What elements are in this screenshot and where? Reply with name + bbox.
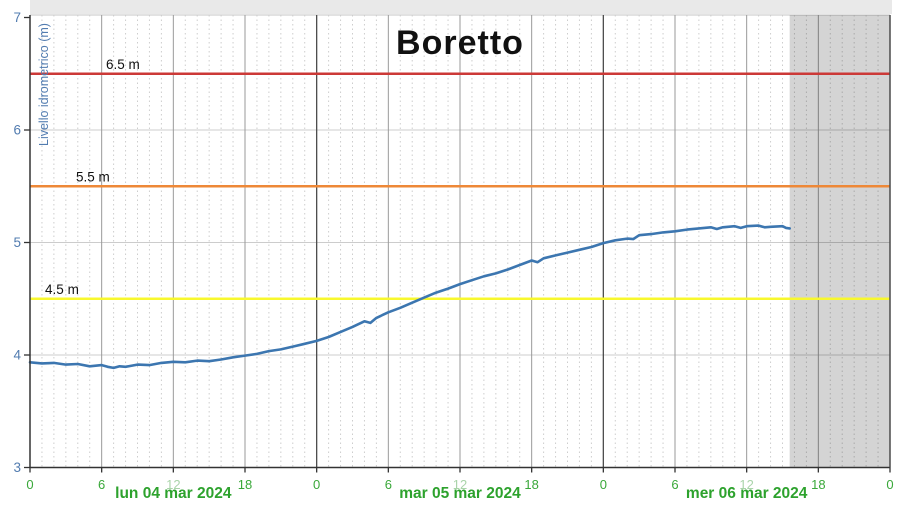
- y-tick-label: 4: [13, 348, 21, 363]
- threshold-label: 6.5 m: [106, 57, 140, 72]
- x-tick-label: 12: [453, 477, 467, 492]
- water-level-line: [28, 224, 792, 370]
- threshold-label: 4.5 m: [45, 282, 79, 297]
- x-tick-label: 0: [600, 477, 607, 492]
- x-tick-label: 0: [886, 477, 893, 492]
- x-tick-label: 18: [811, 477, 825, 492]
- y-tick-label: 3: [13, 460, 21, 475]
- x-tick-label: 0: [313, 477, 320, 492]
- x-tick-label: 6: [671, 477, 678, 492]
- y-tick-label: 7: [13, 10, 21, 25]
- x-tick-label: 6: [98, 477, 105, 492]
- x-tick-label: 12: [739, 477, 753, 492]
- x-tick-label: 18: [524, 477, 538, 492]
- x-tick-label: 18: [238, 477, 252, 492]
- top-margin-strip: [30, 0, 892, 14]
- y-tick-label: 6: [13, 123, 21, 138]
- x-tick-label: 6: [385, 477, 392, 492]
- date-label: mar 05 mar 2024: [399, 485, 521, 502]
- x-tick-label: 12: [166, 477, 180, 492]
- y-tick-label: 5: [13, 235, 21, 250]
- forecast-region: [789, 15, 890, 468]
- threshold-label: 5.5 m: [76, 169, 110, 184]
- date-label: mer 06 mar 2024: [686, 485, 808, 502]
- date-label: lun 04 mar 2024: [115, 485, 232, 502]
- x-tick-label: 0: [26, 477, 33, 492]
